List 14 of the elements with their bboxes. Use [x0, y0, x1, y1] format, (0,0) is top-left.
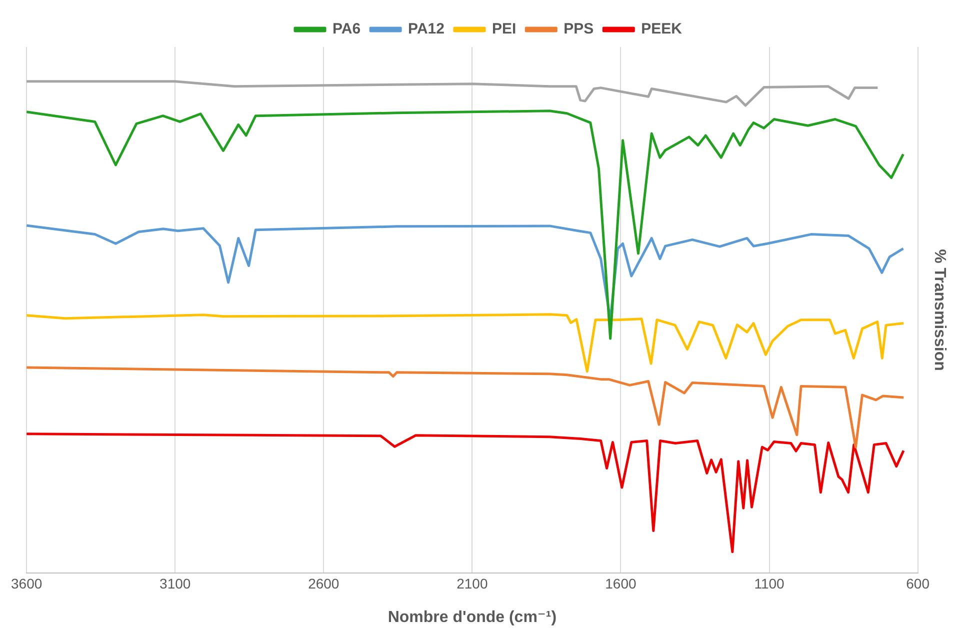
legend-label: PPS: [564, 20, 594, 38]
legend-label: PEEK: [641, 20, 682, 38]
x-tick-label: 3600: [10, 575, 42, 592]
x-tick-label: 1100: [754, 575, 785, 592]
x-tick-label: 1600: [605, 575, 637, 592]
x-tick-label: 600: [906, 575, 930, 592]
legend-label: PEI: [492, 20, 516, 38]
x-tick-label: 2600: [308, 575, 340, 592]
x-tick-label: 2100: [456, 575, 488, 592]
legend-label: PA12: [408, 20, 444, 38]
x-axis-title: Nombre d'onde (cm⁻¹): [388, 608, 557, 626]
y-axis-title: % Transmission: [930, 249, 948, 371]
x-tick-label: 3100: [160, 575, 191, 592]
legend-label: PA6: [332, 20, 361, 38]
